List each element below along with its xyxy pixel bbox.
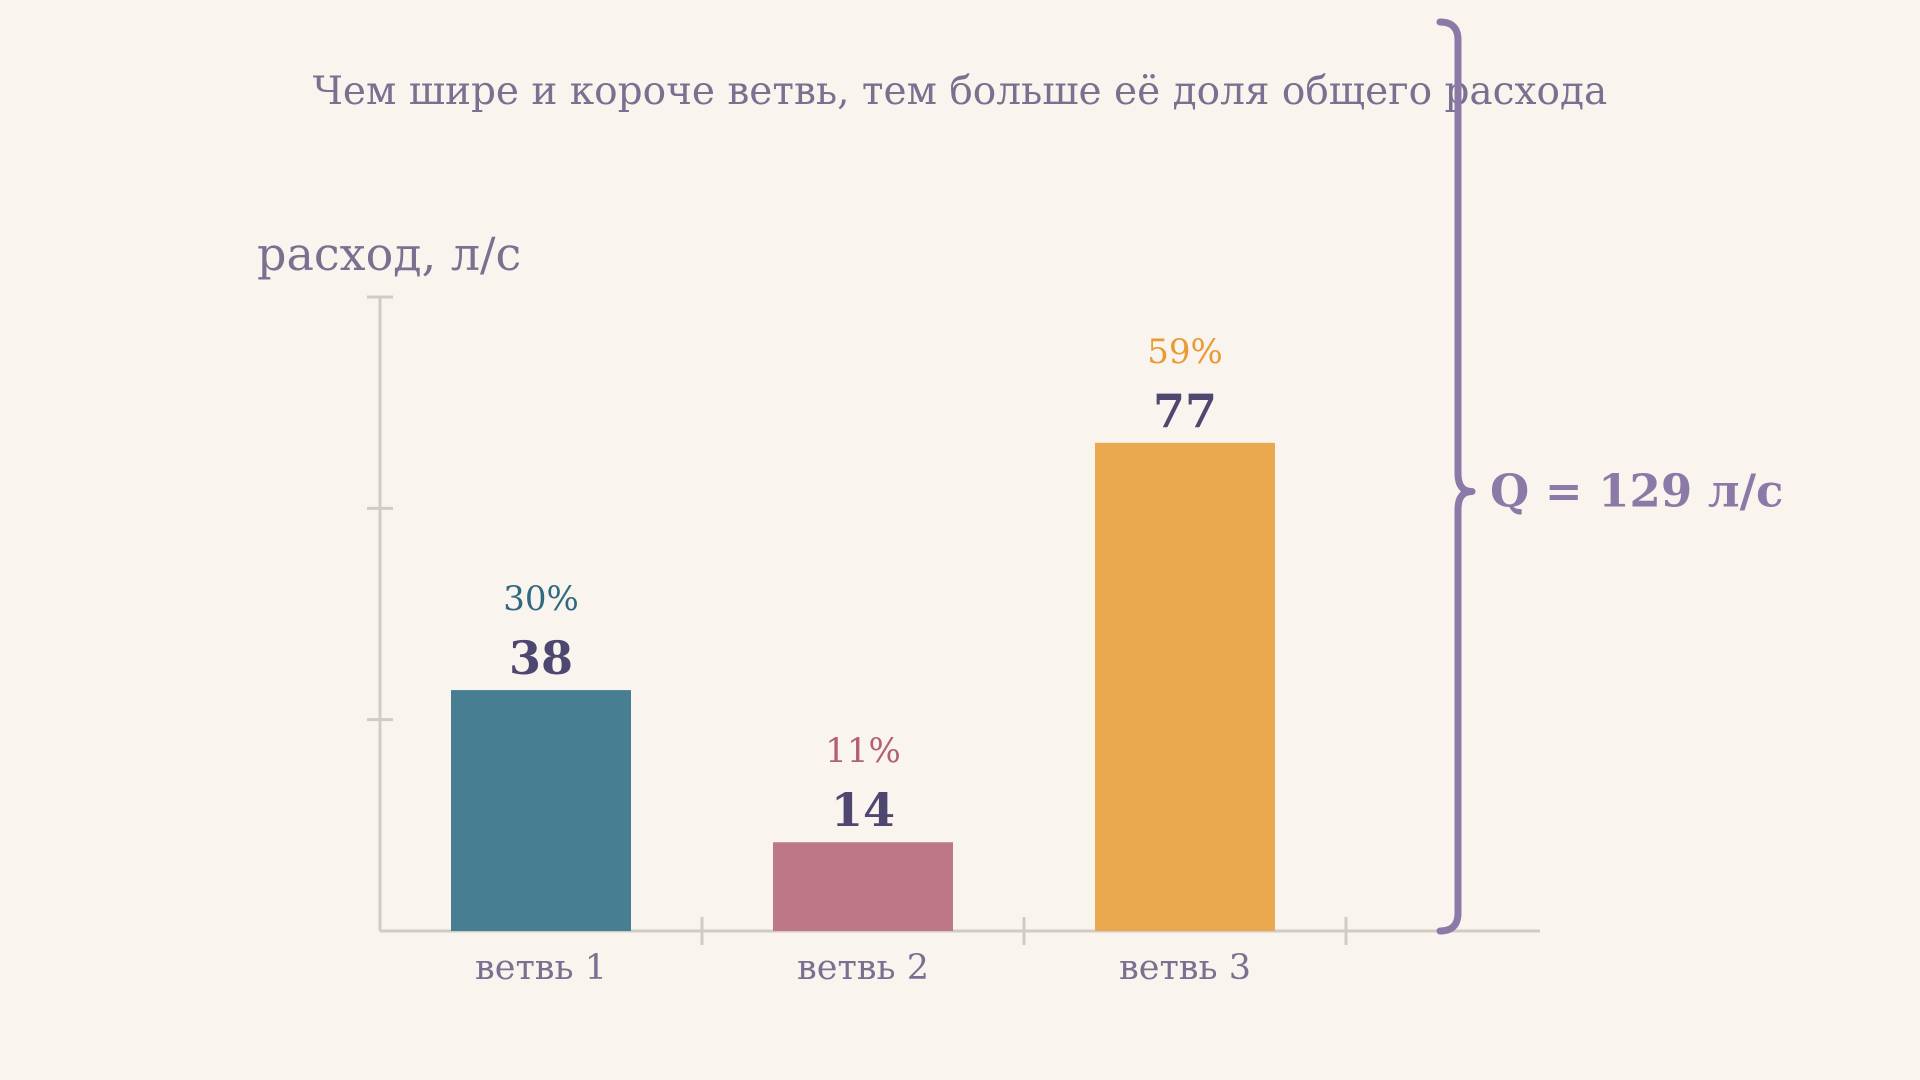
y-axis-label: расход, л/с [257, 227, 521, 281]
value-label-2: 14 [831, 783, 895, 837]
percent-label-2: 11% [825, 731, 901, 771]
category-label-3: ветвь 3 [1119, 948, 1251, 988]
chart-subtitle: Чем шире и короче ветвь, тем больше её д… [313, 69, 1608, 114]
total-brace: Q = 129 л/с [1436, 18, 1783, 935]
labels: 38 30% ветвь 1 14 11% ветвь 2 77 59% ветвь 3 [475, 332, 1251, 988]
bars [451, 442, 1275, 931]
total-label: Q = 129 л/с [1490, 465, 1783, 518]
category-label-1: ветвь 1 [475, 948, 607, 988]
bar-3 [1095, 442, 1275, 931]
total-brace-path [1436, 18, 1476, 935]
percent-label-3: 59% [1147, 332, 1223, 372]
percent-label-1: 30% [503, 579, 579, 619]
value-label-1: 38 [509, 631, 573, 685]
bar-1 [451, 690, 631, 931]
bar-2 [773, 842, 953, 931]
category-label-2: ветвь 2 [797, 948, 929, 988]
value-label-3: 77 [1153, 384, 1217, 438]
